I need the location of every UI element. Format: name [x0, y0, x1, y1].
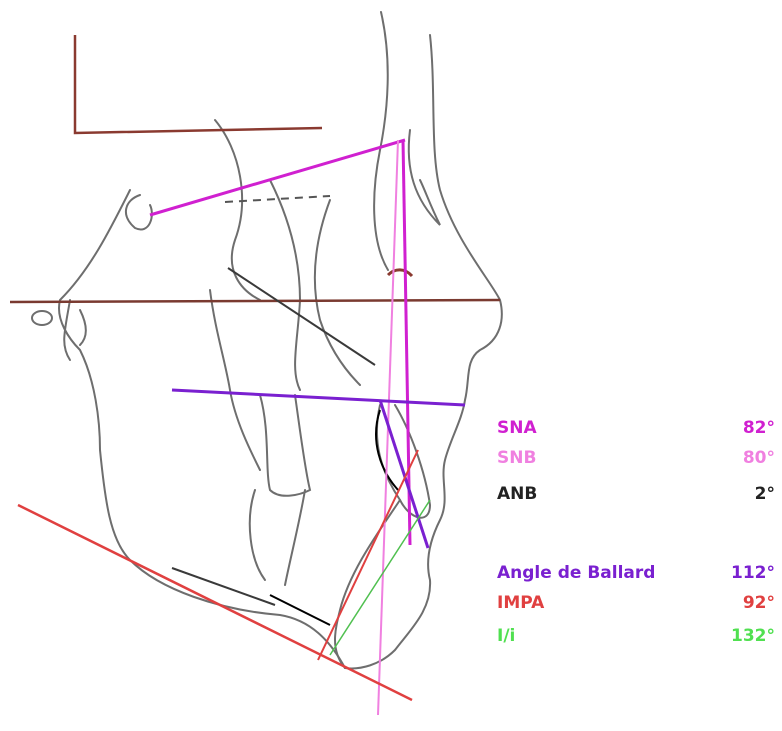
measure-label: SNA	[497, 418, 537, 438]
measure-label: ANB	[497, 484, 537, 504]
tracing	[32, 12, 502, 668]
measure-label: SNB	[497, 448, 536, 468]
measure-value: 82°	[743, 418, 775, 438]
measure-label: Angle de Ballard	[497, 563, 655, 583]
measure-value: 132°	[731, 626, 775, 646]
measure-value: 80°	[743, 448, 775, 468]
measure-label: I/i	[497, 626, 515, 646]
measure-label: IMPA	[497, 593, 545, 613]
cephalometric-tracing: SNA 82° SNB 80° ANB 2° Angle de Ballard …	[0, 0, 782, 731]
measure-value: 112°	[731, 563, 775, 583]
measurement-legend: SNA 82° SNB 80° ANB 2° Angle de Ballard …	[497, 418, 775, 646]
measure-value: 92°	[743, 593, 775, 613]
measure-value: 2°	[755, 484, 775, 504]
